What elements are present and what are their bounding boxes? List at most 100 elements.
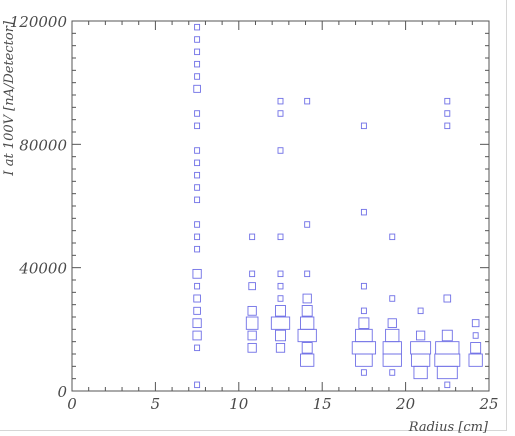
histogram-box [194, 233, 201, 241]
histogram-box [245, 316, 259, 330]
histogram-box [389, 233, 396, 241]
histogram-box [194, 36, 201, 43]
histogram-box [249, 233, 256, 241]
histogram-box [275, 342, 286, 353]
histogram-box [194, 73, 201, 80]
histogram-box [194, 344, 201, 352]
histogram-box [270, 316, 291, 330]
histogram-box [355, 353, 373, 367]
y-tick-label: 0 [57, 383, 67, 401]
histogram-box [277, 110, 284, 117]
histogram-box [443, 294, 452, 303]
histogram-box [194, 23, 201, 31]
histogram-box [247, 342, 257, 353]
histogram-box [193, 84, 201, 93]
x-tick-label: 20 [395, 395, 416, 413]
histogram-box [358, 317, 370, 329]
histogram-box [194, 147, 201, 154]
chart-frame [0, 0, 507, 431]
histogram-box [355, 328, 373, 343]
histogram-box [382, 353, 402, 367]
x-axis-label: Radius [cm] [408, 420, 489, 435]
histogram-box [385, 328, 400, 343]
histogram-box [275, 305, 286, 317]
histogram-box [194, 48, 201, 56]
histogram-box [417, 307, 424, 315]
tick-labels: 0 5 10 15 20 25 0 40000 80000 120000 [10, 13, 499, 413]
histogram-box [192, 330, 202, 341]
histogram-box [468, 353, 483, 367]
histogram-box [444, 122, 451, 130]
histogram-box [444, 97, 451, 105]
histogram-box [248, 282, 256, 291]
histogram-box [304, 270, 311, 278]
y-axis-label: I at 100V [nA/Detector] [2, 20, 17, 177]
x-tick-label: 5 [151, 395, 161, 413]
histogram-box [360, 122, 367, 130]
histogram-box [194, 282, 201, 290]
histogram-box [192, 268, 202, 279]
histogram-box [387, 318, 397, 329]
y-tick-label: 80000 [19, 136, 67, 154]
y-tick-label: 40000 [18, 260, 67, 278]
histogram-box [194, 60, 201, 68]
histogram-box [301, 305, 313, 317]
histogram-box [194, 171, 201, 179]
histogram-box [194, 221, 201, 228]
histogram-box [444, 110, 451, 117]
x-tick-label: 15 [313, 395, 332, 413]
y-tick-label: 120000 [10, 13, 68, 31]
histogram-box [470, 342, 482, 354]
histogram-box [410, 341, 432, 355]
histogram-box [436, 365, 458, 380]
histogram-box [435, 341, 460, 355]
histogram-box [360, 369, 367, 376]
histogram-box [360, 307, 367, 315]
histogram-box [277, 282, 284, 290]
histogram-box [194, 184, 201, 191]
histogram-box [247, 330, 257, 341]
x-tick-label: 25 [478, 395, 498, 413]
histogram-box [193, 294, 201, 303]
histogram-box [382, 341, 402, 355]
histogram-box [410, 353, 431, 367]
histogram-box [389, 369, 396, 376]
histogram-box [275, 329, 286, 342]
histogram-box [434, 353, 461, 367]
histogram-box [194, 159, 201, 167]
histogram-box [297, 328, 317, 343]
histogram-box [194, 122, 201, 130]
histogram-box [304, 221, 311, 228]
histogram-box [360, 282, 367, 290]
x-tick-label: 10 [229, 395, 249, 413]
histogram-box [300, 353, 315, 367]
histogram-box [192, 318, 202, 329]
x-tick-label: 0 [67, 395, 77, 413]
histogram-box [194, 381, 201, 389]
histogram-box [415, 330, 426, 341]
histogram-box [472, 332, 479, 339]
histogram-box [247, 305, 257, 316]
histogram-box [277, 295, 284, 302]
histogram-box [277, 147, 284, 154]
histogram-box [277, 97, 284, 105]
histogram-box [444, 381, 451, 389]
plot-area [71, 20, 490, 392]
histogram-box [277, 270, 284, 278]
histogram-box [351, 341, 377, 355]
histogram-box [193, 306, 201, 315]
histogram-box [302, 293, 312, 304]
histogram-box [194, 196, 201, 204]
histogram-box [194, 245, 201, 253]
histogram-box [413, 365, 428, 380]
histogram-box [300, 316, 315, 330]
histogram-box [441, 329, 453, 342]
histogram-box [360, 208, 367, 216]
histogram-box [301, 342, 313, 354]
axis-ticks [71, 20, 490, 392]
histogram-box [249, 270, 256, 278]
histogram-box [471, 319, 480, 328]
data-cells [192, 23, 483, 389]
histogram-box [277, 233, 284, 241]
